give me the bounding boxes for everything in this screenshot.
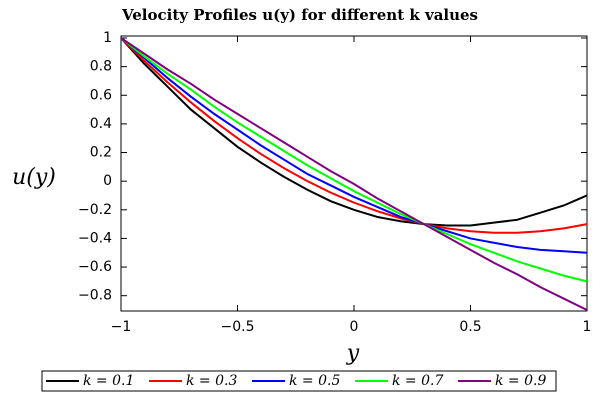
legend-label: k = 0.1: [83, 373, 134, 389]
line-series: [120, 37, 588, 311]
x-tick-label: 1: [583, 319, 592, 335]
chart-title: Velocity Profiles u(y) for different k v…: [121, 6, 478, 24]
x-tick-label: −0.5: [221, 319, 255, 335]
y-tick-label: 0: [103, 173, 112, 189]
legend-label: k = 0.7: [392, 373, 443, 389]
line-series: [120, 37, 588, 234]
line-series: [120, 37, 588, 283]
x-tick-label: −1: [111, 319, 132, 335]
x-axis-label: y: [346, 341, 360, 366]
y-tick-label: −0.4: [78, 230, 112, 246]
x-tick-label: 0: [350, 319, 359, 335]
y-tick-label: −0.2: [78, 202, 112, 218]
line-series: [120, 37, 588, 227]
y-tick-label: −0.8: [78, 288, 112, 304]
plot-frame: [120, 35, 588, 312]
line-series: [120, 37, 588, 254]
y-tick-label: 0.4: [90, 116, 112, 132]
y-tick-label: 0.6: [90, 87, 112, 103]
legend-label: k = 0.5: [289, 373, 340, 389]
y-tick-label: −0.6: [78, 259, 112, 275]
y-tick-label: 1: [103, 30, 112, 46]
legend-label: k = 0.9: [495, 373, 546, 389]
y-axis-label: u(y): [12, 165, 56, 190]
x-tick-label: 0.5: [459, 319, 481, 335]
legend-box: [41, 370, 557, 392]
legend-label: k = 0.3: [186, 373, 237, 389]
y-tick-label: 0.2: [90, 145, 112, 161]
y-tick-label: 0.8: [90, 59, 112, 75]
